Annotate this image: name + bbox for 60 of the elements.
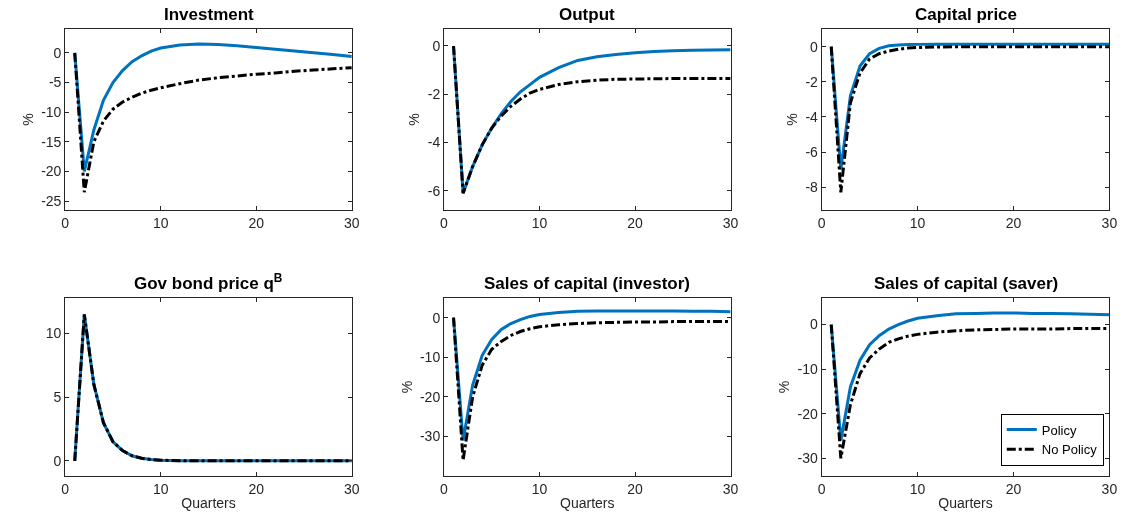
y-tick-label: -2 [805,73,819,90]
x-tick-label: 10 [152,480,169,497]
y-tick-label: -4 [427,134,441,151]
x-tick-label: 10 [531,480,548,497]
x-axis-title: Quarters [938,495,993,512]
x-tick-label: 10 [909,480,926,497]
chart-title: Output [559,5,616,24]
x-tick-label: 30 [722,214,739,231]
y-tick-label: 0 [53,452,62,469]
y-tick-label: -10 [41,104,62,121]
y-tick-label: -20 [419,388,441,405]
y-axis-title: % [406,113,423,126]
y-tick-label: -20 [797,405,819,422]
x-tick-label: 20 [627,214,644,231]
y-tick-label: 10 [45,325,62,342]
y-axis-title: % [398,380,415,394]
x-tick-label: 30 [722,480,739,497]
x-tick-label: 10 [909,214,926,231]
x-tick-label: 20 [248,214,265,231]
x-tick-label: 20 [1005,480,1022,497]
y-tick-label: -15 [41,133,62,150]
y-tick-label: -2 [427,86,441,103]
chart-title: Capital price [915,5,1018,24]
y-tick-label: -8 [805,179,819,196]
y-tick-label: -6 [805,143,819,160]
x-tick-label: 10 [531,214,548,231]
x-tick-label: 30 [344,214,360,231]
x-tick-label: 30 [344,480,360,497]
y-tick-label: -30 [419,428,441,445]
y-tick-label: 0 [810,38,819,55]
chart-title: Sales of capital (saver) [874,274,1059,293]
y-axis-title: % [776,380,793,394]
y-tick-label: 0 [432,37,441,54]
y-tick-label: -6 [427,182,441,199]
y-axis-title: % [19,113,36,126]
y-tick-label: 0 [432,309,441,326]
x-tick-label: 30 [1101,480,1118,497]
chart-title: Gov bond price q$^{B}$ [134,271,283,294]
x-tick-label: 20 [1005,214,1022,231]
y-tick-label: -10 [797,361,819,378]
y-tick-label: 0 [810,316,819,333]
x-tick-label: 20 [627,480,644,497]
y-tick-label: -20 [41,163,62,180]
y-tick-label: -10 [419,349,441,366]
x-axis-title: Quarters [181,495,236,512]
y-tick-label: -25 [41,193,62,210]
y-tick-label: -5 [48,74,62,91]
x-tick-label: 20 [248,480,265,497]
x-tick-label: 30 [1101,214,1118,231]
chart-title: Investment [164,5,255,24]
y-tick-label: 0 [53,44,62,61]
y-tick-label: -4 [805,108,819,125]
y-tick-label: -30 [797,450,819,467]
x-tick-label: 10 [152,214,169,231]
legend-label: No Policy [1041,442,1098,458]
chart-title: Sales of capital (investor) [484,274,690,293]
y-axis-title: % [783,113,800,126]
legend-label: Policy [1041,422,1077,438]
x-axis-title: Quarters [560,495,615,512]
y-tick-label: 5 [53,389,62,406]
